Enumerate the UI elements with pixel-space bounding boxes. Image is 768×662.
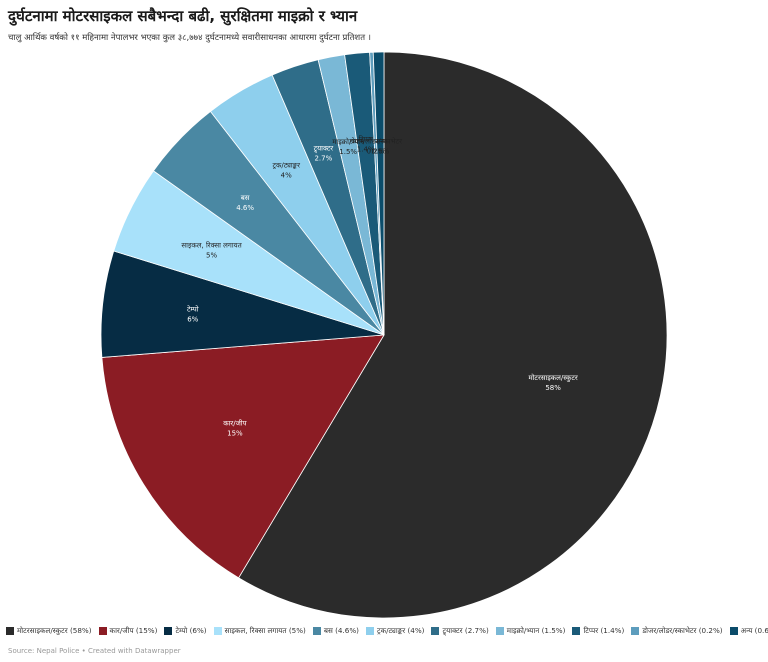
legend-item: टिप्पर (1.4%) [572,626,624,636]
chart-legend: मोटरसाइकल/स्कुटर (58%) कार/जीप (15%) टेम्प… [6,626,768,636]
slice-name-label: टिप्पर [359,134,373,143]
slice-value-label: 4% [281,171,292,179]
pie-slice [372,51,385,336]
legend-swatch [164,627,173,635]
legend-item: मोटरसाइकल/स्कुटर (58%) [6,626,92,636]
legend-swatch [495,627,504,635]
legend-swatch [98,627,107,635]
slice-name-label: टेम्पो [187,305,199,314]
slice-value-label: 0.2% [367,148,385,156]
legend-label: ट्र्याक्टर (2.7%) [442,626,489,635]
slice-value-label: 6% [187,316,198,324]
legend-swatch [729,627,738,635]
legend-item: टेम्पो (6%) [164,626,207,636]
chart-subtitle: चालु आर्थिक वर्षको ११ महिनामा नेपालभर भए… [8,33,371,43]
slice-value-label: 4.6% [236,204,254,212]
slice-value-label: 0.6% [371,147,389,155]
slice-name-label: बस [241,194,250,202]
slice-value-label: 58% [545,384,561,392]
legend-item: माइक्रो/भ्यान (1.5%) [495,626,566,636]
legend-item: साइकल, रिक्सा लगायत (5%) [213,626,306,636]
legend-label: टिप्पर (1.4%) [583,626,625,635]
legend-item: बस (4.6%) [312,626,359,636]
slice-value-label: 15% [227,430,243,438]
slice-value-label: 1.5% [339,148,357,156]
legend-label: माइक्रो/भ्यान (1.5%) [506,626,566,635]
legend-label: मोटरसाइकल/स्कुटर (58%) [17,626,92,635]
pie-chart: मोटरसाइकल/स्कुटर 58% कार/जीप 15% टेम्पो 6% साइ… [100,51,668,619]
legend-label: साइकल, रिक्सा लगायत (5%) [224,626,306,635]
legend-item: डोजर/लोडर/स्काभेटर (0.2%) [631,626,723,636]
legend-item: कार/जीप (15%) [98,626,158,636]
slice-name-label: अन्य [375,137,387,145]
legend-swatch [631,627,640,635]
slice-value-label: 1.4% [357,145,375,153]
pie-labels: मोटरसाइकल/स्कुटर 58% कार/जीप 15% टेम्पो 6% साइ… [181,134,578,437]
slice-name-label: माइक्रो/भ्यान [332,137,364,146]
source-note: Source: Nepal Police • Created with Data… [8,647,181,655]
legend-swatch [312,627,321,635]
legend-swatch [365,627,374,635]
slice-name-label: मोटरसाइकल/स्कुटर [528,373,577,382]
slice-name-label: डोजर/लोडर/स्काभेटर [348,137,402,146]
legend-label: बस (4.6%) [323,626,359,635]
pie-slice [238,51,668,619]
chart-title: दुर्घटनामा मोटरसाइकल सबैभन्दा बढी, सुरक्… [8,7,358,25]
legend-label: ट्रक/ट्याङ्कर (4%) [376,626,425,635]
legend-item: ट्र्याक्टर (2.7%) [431,626,489,636]
slice-name-label: कार/जीप [223,419,247,428]
legend-label: कार/जीप (15%) [109,626,158,635]
legend-swatch [431,627,440,635]
legend-swatch [572,627,581,635]
slice-value-label: 2.7% [314,154,332,162]
slice-name-label: ट्रक/ट्याङ्कर [272,161,300,169]
legend-swatch [6,627,14,635]
legend-label: टेम्पो (6%) [175,626,207,635]
slice-name-label: ट्र्याक्टर [314,144,334,153]
slice-value-label: 5% [206,252,217,260]
slice-name-label: साइकल, रिक्सा लगायत [181,241,242,250]
legend-item: ट्रक/ट्याङ्कर (4%) [365,626,425,636]
legend-item: अन्य (0.6%) [729,626,768,636]
pie-slices [100,51,668,619]
pie-slice [101,334,385,579]
legend-label: अन्य (0.6%) [740,626,768,635]
legend-label: डोजर/लोडर/स्काभेटर (0.2%) [642,626,723,635]
legend-swatch [213,627,222,635]
